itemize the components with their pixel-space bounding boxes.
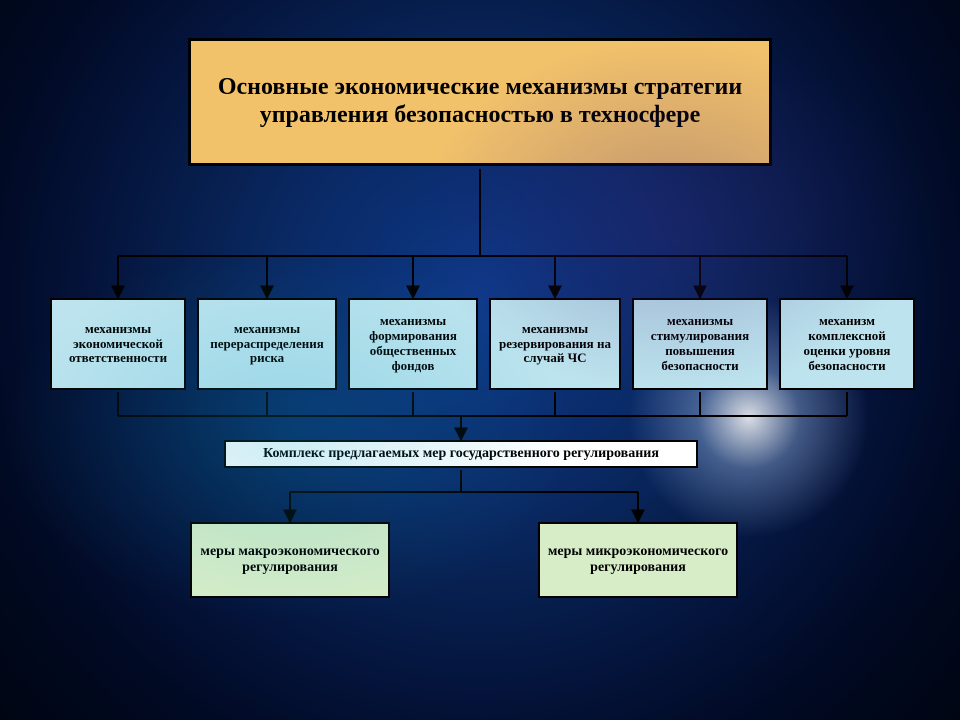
mechanism-box-n4: механизмы резервирования на случай ЧС bbox=[489, 298, 621, 390]
title-text: Основные экономические механизмы стратег… bbox=[197, 74, 763, 129]
mechanism-box-n6: механизм комплексной оценки уровня безоп… bbox=[779, 298, 915, 390]
mechanism-label: механизмы перераспределения риска bbox=[205, 322, 329, 367]
diagram-stage: Основные экономические механизмы стратег… bbox=[0, 0, 960, 720]
measure-label: меры макроэкономического регулирования bbox=[198, 544, 382, 576]
mechanism-label: механизмы резервирования на случай ЧС bbox=[497, 322, 613, 367]
mechanism-label: механизмы экономической ответственности bbox=[58, 322, 178, 367]
measure-label: меры микроэкономического регулирования bbox=[546, 544, 730, 576]
measure-box-m1: меры макроэкономического регулирования bbox=[190, 522, 390, 598]
mechanism-box-n1: механизмы экономической ответственности bbox=[50, 298, 186, 390]
mechanism-label: механизмы формирования общественных фонд… bbox=[356, 314, 470, 374]
mechanism-box-n5: механизмы стимулирования повышения безоп… bbox=[632, 298, 768, 390]
mechanism-label: механизмы стимулирования повышения безоп… bbox=[640, 314, 760, 374]
middle-text: Комплекс предлагаемых мер государственно… bbox=[263, 446, 659, 462]
mechanism-label: механизм комплексной оценки уровня безоп… bbox=[787, 314, 907, 374]
middle-box: Комплекс предлагаемых мер государственно… bbox=[224, 440, 698, 468]
mechanism-box-n3: механизмы формирования общественных фонд… bbox=[348, 298, 478, 390]
measure-box-m2: меры микроэкономического регулирования bbox=[538, 522, 738, 598]
title-box: Основные экономические механизмы стратег… bbox=[188, 38, 772, 166]
mechanism-box-n2: механизмы перераспределения риска bbox=[197, 298, 337, 390]
